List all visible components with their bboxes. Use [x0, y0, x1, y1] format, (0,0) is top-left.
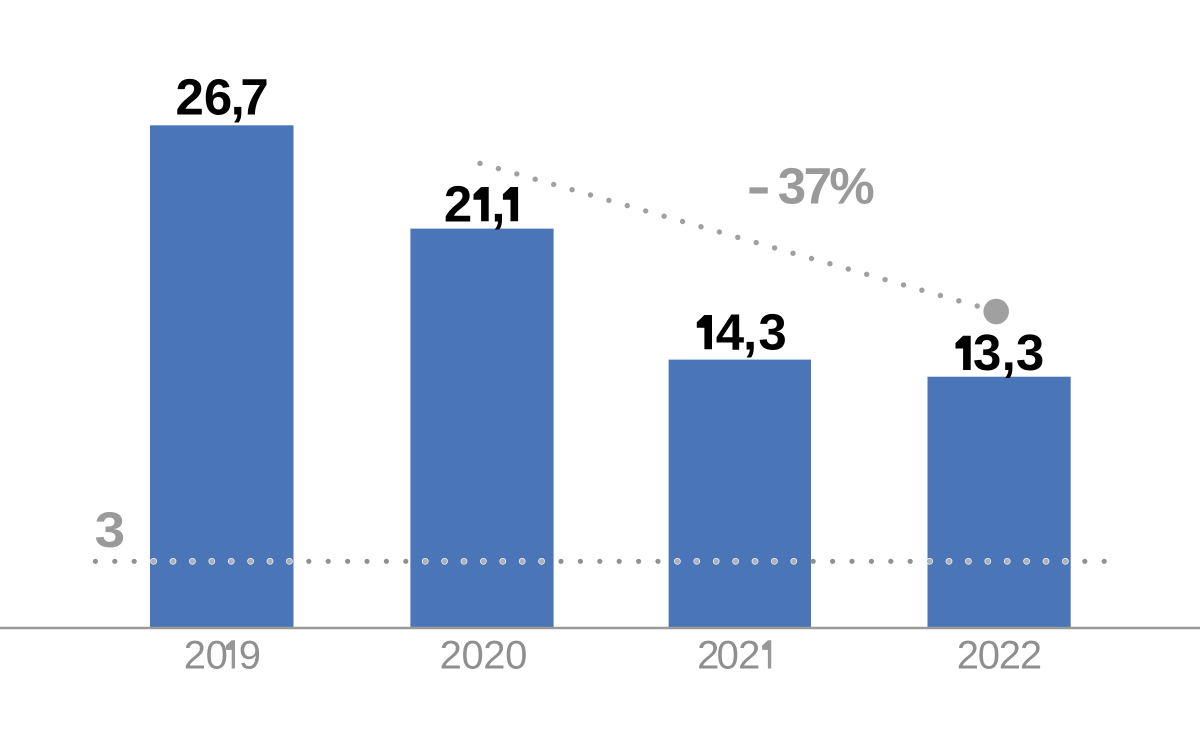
svg-text:7: 7: [240, 69, 268, 126]
svg-text:2022: 2022: [957, 634, 1041, 678]
svg-text:2: 2: [738, 634, 760, 678]
svg-text:-: -: [747, 158, 771, 215]
svg-text:3: 3: [1016, 324, 1044, 381]
svg-text:2: 2: [444, 175, 472, 232]
svg-text:4: 4: [716, 303, 745, 360]
svg-text:2: 2: [697, 634, 719, 678]
svg-text:26: 26: [176, 69, 233, 126]
svg-text:0: 0: [206, 634, 228, 678]
svg-text:,: ,: [743, 303, 757, 360]
svg-text:,: ,: [1002, 324, 1016, 381]
svg-text:2: 2: [184, 634, 206, 678]
svg-text:3: 3: [95, 502, 126, 558]
svg-text:,: ,: [231, 69, 245, 126]
svg-text:0: 0: [717, 634, 739, 678]
svg-text:,: ,: [491, 175, 505, 232]
svg-text:9: 9: [239, 634, 261, 678]
svg-text:3: 3: [973, 324, 1001, 381]
svg-text:2020: 2020: [440, 634, 527, 678]
svg-text:37%: 37%: [778, 158, 874, 215]
svg-text:3: 3: [758, 303, 786, 360]
